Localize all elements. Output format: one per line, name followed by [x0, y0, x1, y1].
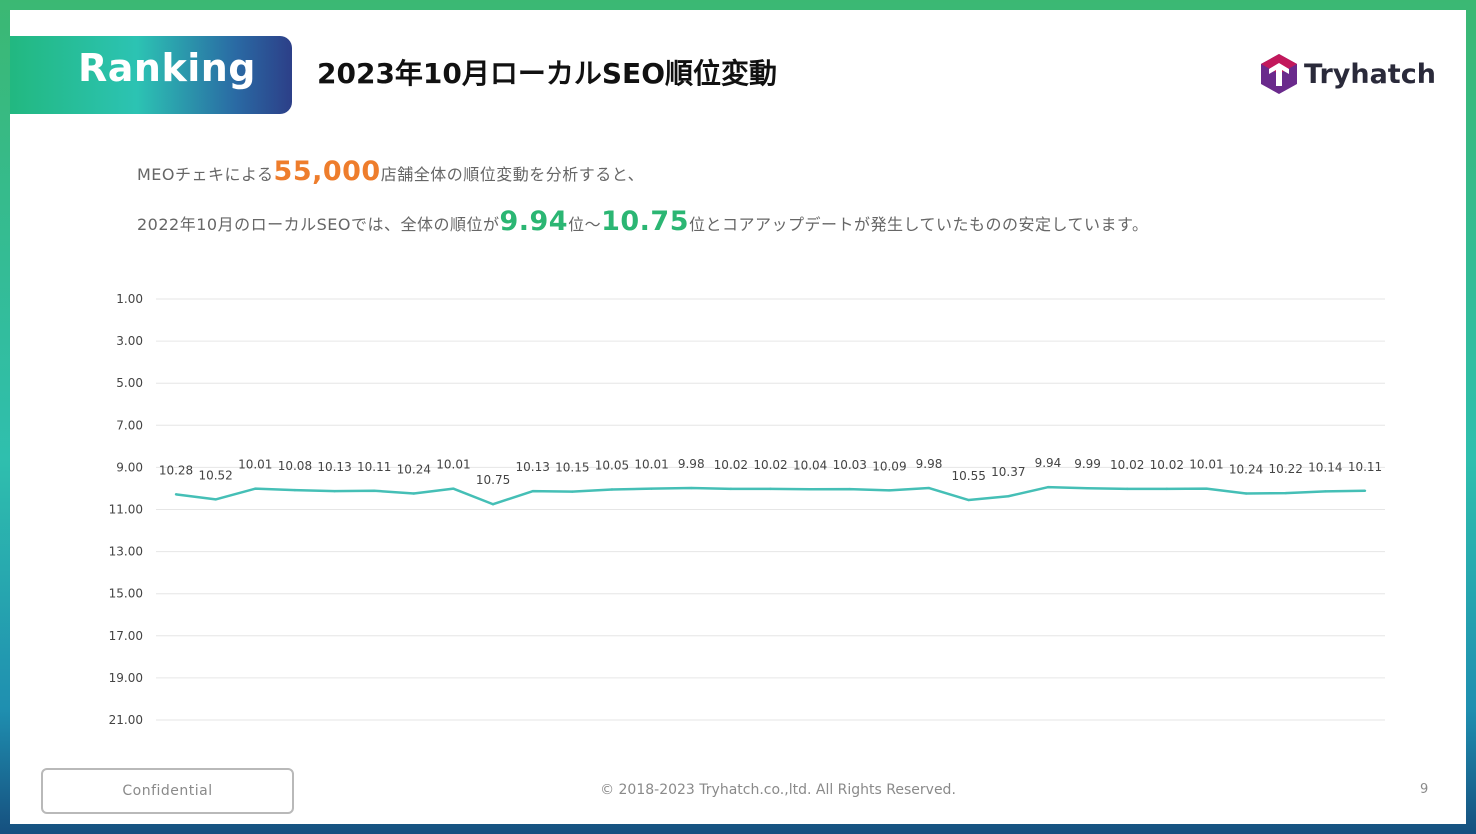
data-label: 10.22	[1269, 462, 1303, 476]
data-label: 10.11	[357, 460, 391, 474]
data-label: 9.99	[1074, 457, 1101, 471]
data-point	[610, 488, 614, 491]
data-point	[808, 488, 812, 491]
data-label: 10.13	[516, 460, 550, 474]
data-label: 10.04	[793, 458, 827, 472]
data-label: 10.02	[1150, 458, 1184, 472]
data-point	[412, 492, 415, 495]
data-point	[1007, 495, 1010, 498]
data-point	[967, 498, 970, 502]
data-label: 9.94	[1035, 456, 1062, 470]
data-point	[650, 487, 653, 490]
tryhatch-logo-icon	[1261, 54, 1297, 94]
data-label: 10.09	[872, 459, 906, 473]
data-point	[214, 498, 217, 501]
description-line-2: 2022年10月のローカルSEOでは、全体の順位が9.94位〜10.75位とコア…	[137, 206, 1148, 237]
store-count-highlight: 55,000	[273, 156, 381, 187]
data-label: 10.24	[1229, 463, 1263, 477]
data-point	[333, 489, 336, 493]
data-label: 10.02	[714, 458, 748, 472]
y-tick-label: 7.00	[116, 418, 143, 432]
data-point	[571, 490, 574, 493]
data-point	[1284, 491, 1287, 495]
y-tick-label: 9.00	[116, 460, 143, 474]
data-label: 10.13	[317, 460, 351, 474]
description-text: MEOチェキによる	[137, 165, 274, 184]
y-tick-label: 17.00	[109, 629, 143, 643]
page-number: 9	[1420, 782, 1429, 797]
y-tick-label: 11.00	[109, 503, 143, 517]
ranking-line-chart: 1.00 3.00 5.00 7.00 9.00 11.00 13.00 15.00 17.00…	[109, 292, 1385, 727]
rank-min-highlight: 9.94	[499, 206, 569, 237]
rank-max-highlight: 10.75	[601, 206, 689, 237]
description-line-1: MEOチェキによる55,000店舗全体の順位変動を分析すると、	[137, 156, 644, 187]
data-point	[848, 487, 851, 491]
data-point	[927, 486, 931, 490]
y-tick-label: 5.00	[116, 376, 143, 390]
data-label: 10.14	[1308, 460, 1342, 474]
data-label: 10.02	[753, 458, 787, 472]
data-point	[888, 489, 891, 492]
data-point	[531, 489, 534, 493]
data-label: 10.05	[595, 459, 629, 473]
y-tick-label: 13.00	[109, 545, 143, 559]
y-tick-label: 21.00	[109, 713, 143, 727]
data-label: 10.01	[436, 458, 470, 472]
section-tag-label: Ranking	[78, 46, 257, 90]
data-label: 10.01	[238, 458, 272, 472]
page-title: 2023年10月ローカルSEO順位変動	[317, 57, 777, 90]
data-label: 10.01	[1189, 458, 1223, 472]
brand-logo: Tryhatch	[1260, 52, 1436, 96]
y-tick-label: 15.00	[109, 587, 143, 601]
data-point	[1165, 487, 1169, 491]
data-point	[1046, 485, 1050, 489]
data-label: 9.98	[916, 457, 943, 471]
data-point	[1205, 487, 1208, 490]
data-label: 10.55	[951, 469, 985, 483]
data-label: 9.98	[678, 457, 705, 471]
confidential-badge: Confidential	[41, 768, 294, 814]
data-point	[1363, 489, 1367, 492]
data-point	[1244, 492, 1248, 495]
data-label: 10.37	[991, 465, 1025, 479]
section-tag	[10, 36, 292, 114]
data-point	[452, 487, 455, 490]
description-text: 位〜	[568, 215, 602, 234]
slide: Ranking 2023年10月ローカルSEO順位変動 Tryhatch MEO…	[10, 10, 1466, 824]
y-tick-label: 1.00	[116, 292, 143, 306]
data-point	[1126, 487, 1129, 491]
brand-logo-text: Tryhatch	[1304, 58, 1436, 90]
data-point	[1086, 487, 1089, 490]
data-label: 10.75	[476, 473, 510, 487]
data-point	[174, 493, 178, 496]
description-text: 2022年10月のローカルSEOでは、全体の順位が	[137, 215, 500, 234]
data-label: 10.11	[1348, 460, 1382, 474]
copyright: © 2018-2023 Tryhatch.co.,ltd. All Rights…	[600, 782, 956, 798]
data-point	[491, 503, 495, 506]
description-text: 店舗全体の順位変動を分析すると、	[380, 165, 645, 184]
data-point	[372, 489, 376, 492]
data-label: 10.15	[555, 461, 589, 475]
data-label: 10.08	[278, 459, 312, 473]
data-label: 10.02	[1110, 458, 1144, 472]
data-label: 10.52	[198, 468, 232, 482]
data-point	[1324, 490, 1327, 493]
data-point	[769, 487, 772, 491]
data-label: 10.24	[397, 463, 431, 477]
data-point	[293, 488, 297, 492]
y-tick-label: 19.00	[109, 671, 143, 685]
data-point	[690, 486, 693, 490]
data-label: 10.01	[634, 458, 668, 472]
description-text: 位とコアアップデートが発生していたものの安定しています。	[689, 215, 1149, 234]
data-point	[729, 487, 733, 491]
y-tick-label: 3.00	[116, 334, 143, 348]
data-label: 10.28	[159, 463, 193, 477]
data-label: 10.03	[833, 458, 867, 472]
data-point	[254, 487, 257, 490]
